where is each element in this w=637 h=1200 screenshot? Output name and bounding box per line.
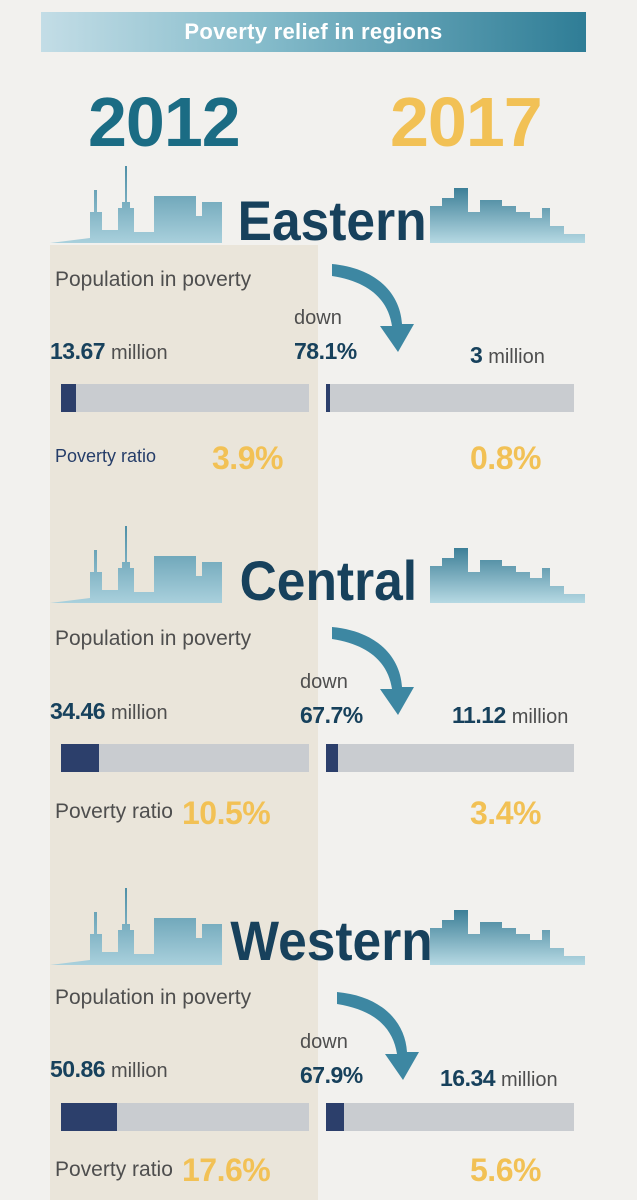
arrow-icon-western xyxy=(337,992,419,1080)
ratio-2017-central: 3.4% xyxy=(470,795,541,831)
pop-2012-eastern: 13.67 million xyxy=(50,338,168,364)
bar-fill xyxy=(326,1103,344,1131)
chart-title: Poverty relief in regions xyxy=(184,19,443,44)
ratio-2017-western: 5.6% xyxy=(470,1152,541,1188)
bar-fill xyxy=(61,744,99,772)
pop-2017-eastern: 3 million xyxy=(470,342,545,368)
bar-fill xyxy=(326,384,330,412)
region-title-western: Western xyxy=(230,909,433,972)
title-banner: Poverty relief in regions xyxy=(41,12,586,52)
pop-2017-central: 11.12 million xyxy=(452,702,569,728)
ratio-2012-central: 10.5% xyxy=(182,795,271,831)
population-label-central: Population in poverty xyxy=(55,627,252,650)
bar-fill xyxy=(61,1103,117,1131)
western-skyline xyxy=(50,888,585,965)
arrow-icon-central xyxy=(332,627,414,715)
year-2017-label: 2017 xyxy=(390,83,543,161)
pop-2012-central: 34.46 million xyxy=(50,698,168,724)
region-title-central: Central xyxy=(239,549,418,612)
bar-2012-western xyxy=(61,1103,309,1131)
bar-fill xyxy=(61,384,76,412)
ratio-label-central: Poverty ratio xyxy=(55,800,173,823)
decline-eastern: 78.1% xyxy=(294,338,357,364)
bar-2012-central xyxy=(61,744,309,772)
bar-2012-eastern xyxy=(61,384,309,412)
ratio-2012-western: 17.6% xyxy=(182,1152,271,1188)
down-label-central: down xyxy=(300,671,348,693)
ratio-label-eastern: Poverty ratio xyxy=(55,446,157,466)
down-label-western: down xyxy=(300,1031,348,1053)
bar-2017-western xyxy=(326,1103,574,1131)
decline-central: 67.7% xyxy=(300,702,363,728)
eastern-skyline xyxy=(50,166,585,243)
population-label-eastern: Population in poverty xyxy=(55,268,252,291)
ratio-2012-eastern: 3.9% xyxy=(212,440,283,476)
pop-2017-western: 16.34 million xyxy=(440,1065,558,1091)
down-label-eastern: down xyxy=(294,307,342,329)
decline-western: 67.9% xyxy=(300,1062,363,1088)
arrow-icon-eastern xyxy=(332,264,414,352)
central-skyline xyxy=(50,526,585,603)
bar-2017-central xyxy=(326,744,574,772)
year-2012-label: 2012 xyxy=(88,83,241,161)
region-title-eastern: Eastern xyxy=(237,189,427,252)
population-label-western: Population in poverty xyxy=(55,986,252,1009)
bar-fill xyxy=(326,744,338,772)
bar-2017-eastern xyxy=(326,384,574,412)
ratio-label-western: Poverty ratio xyxy=(55,1158,173,1181)
pop-2012-western: 50.86 million xyxy=(50,1056,168,1082)
ratio-2017-eastern: 0.8% xyxy=(470,440,541,476)
